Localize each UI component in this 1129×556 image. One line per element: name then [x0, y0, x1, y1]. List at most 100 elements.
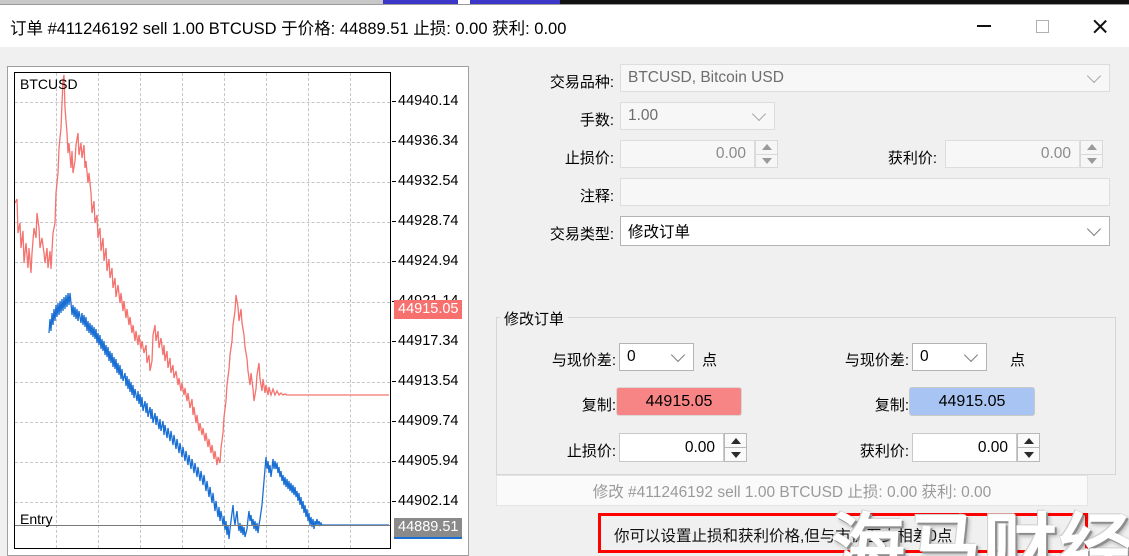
stop-loss-stepper[interactable]: [755, 140, 778, 168]
stop-loss-input[interactable]: 0.00: [620, 140, 755, 168]
points-right-label: 点: [1010, 352, 1026, 369]
ask-line: [15, 74, 389, 466]
price-diff-left-label: 与现价差:: [551, 352, 616, 369]
copy-ask-price-button[interactable]: 44915.05: [616, 387, 742, 416]
caret-down-icon: [730, 451, 741, 458]
group-take-profit-stepper-up[interactable]: [1017, 433, 1040, 447]
price-label: 44909.74: [398, 413, 459, 429]
group-stop-loss-stepper-down[interactable]: [724, 447, 747, 462]
maximize-icon: [1035, 19, 1049, 33]
group-take-profit-label: 获利价:: [859, 443, 909, 460]
group-stop-loss-stepper[interactable]: [724, 433, 747, 462]
caret-down-icon: [1023, 451, 1034, 458]
caret-up-icon: [1023, 437, 1034, 444]
maximize-button[interactable]: [1013, 5, 1071, 47]
caret-down-icon: [761, 157, 772, 164]
symbol-select[interactable]: BTCUSD, Bitcoin USD: [620, 64, 1110, 92]
order-form: 交易品种: BTCUSD, Bitcoin USD 手数: 1.00 止损价: …: [490, 47, 1122, 556]
group-take-profit-stepper-down[interactable]: [1017, 447, 1040, 462]
caret-up-icon: [730, 437, 741, 444]
bid-line: [48, 292, 389, 540]
chevron-down-icon: [751, 106, 767, 122]
price-diff-right-label: 与现价差:: [844, 352, 909, 369]
price-diff-left-value: 0: [627, 348, 636, 365]
price-diff-right-value: 0: [920, 348, 929, 365]
tick-lines: [15, 74, 389, 540]
modify-order-button[interactable]: 修改 #411246192 sell 1.00 BTCUSD 止损: 0.00 …: [496, 475, 1088, 506]
comment-value: [621, 183, 628, 200]
chevron-down-icon: [1086, 68, 1102, 84]
stop-loss-label: 止损价:: [564, 150, 614, 167]
take-profit-stepper-down[interactable]: [1080, 153, 1103, 168]
tick-chart[interactable]: BTCUSD: [14, 72, 391, 549]
price-label: 44932.54: [398, 173, 459, 189]
dialog-body: BTCUSD: [0, 47, 1129, 556]
caret-up-icon: [1086, 144, 1097, 151]
price-diff-right-select[interactable]: 0: [912, 343, 987, 371]
group-stop-loss-input[interactable]: 0.00: [619, 433, 724, 462]
dialog-window: 订单 #411246192 sell 1.00 BTCUSD 于价格: 4488…: [0, 5, 1129, 556]
lots-select[interactable]: 1.00: [620, 102, 775, 130]
chevron-down-icon: [1086, 221, 1102, 237]
background-window-strip: [0, 0, 1129, 6]
copy-bid-price-button[interactable]: 44915.05: [909, 387, 1035, 416]
take-profit-value: 0.00: [1040, 145, 1071, 162]
comment-label: 注释:: [579, 188, 614, 205]
copy-left-label: 复制:: [581, 397, 616, 414]
points-left-label: 点: [702, 352, 718, 369]
group-take-profit-value: 0.00: [977, 438, 1008, 456]
lots-label: 手数:: [579, 112, 614, 129]
chevron-down-icon: [963, 347, 979, 363]
comment-input[interactable]: [620, 178, 1110, 206]
price-label: 44928.74: [398, 213, 459, 229]
minimize-icon: [977, 25, 991, 27]
price-label: 44924.94: [398, 253, 459, 269]
stop-loss-stepper-up[interactable]: [755, 140, 778, 154]
caret-down-icon: [1086, 157, 1097, 164]
close-icon: [1092, 18, 1109, 35]
take-profit-label: 获利价:: [887, 150, 937, 167]
symbol-value: BTCUSD, Bitcoin USD: [628, 69, 784, 86]
price-diff-left-select[interactable]: 0: [619, 343, 694, 371]
price-label: 44913.54: [398, 373, 459, 389]
window-title: 订单 #411246192 sell 1.00 BTCUSD 于价格: 4488…: [10, 20, 567, 38]
lots-value: 1.00: [628, 107, 659, 124]
chart-symbol-label: BTCUSD: [20, 76, 78, 92]
copy-right-label: 复制:: [874, 397, 909, 414]
stop-loss-value: 0.00: [715, 145, 746, 162]
symbol-label: 交易品种:: [549, 74, 614, 91]
current-bid-price-tag: 44889.51: [394, 518, 463, 539]
window-controls: [955, 5, 1129, 47]
order-type-select[interactable]: 修改订单: [620, 216, 1110, 246]
order-type-value: 修改订单: [628, 224, 691, 241]
take-profit-stepper[interactable]: [1080, 140, 1103, 168]
price-label: 44902.14: [398, 493, 459, 509]
stop-loss-stepper-down[interactable]: [755, 153, 778, 168]
minimize-button[interactable]: [955, 5, 1013, 47]
chevron-down-icon: [670, 347, 686, 363]
entry-price-line: [15, 525, 390, 526]
current-ask-price-tag: 44915.05: [394, 300, 463, 319]
group-stop-loss-stepper-up[interactable]: [724, 433, 747, 447]
group-stop-loss-label: 止损价:: [566, 443, 616, 460]
price-label: 44905.94: [398, 453, 459, 469]
modify-order-group-title: 修改订单: [500, 308, 569, 329]
group-stop-loss-value: 0.00: [684, 438, 715, 456]
hint-text: 你可以设置止损和获利价格,但与市价至少相差0点: [614, 528, 953, 545]
group-take-profit-stepper[interactable]: [1017, 433, 1040, 462]
order-type-label: 交易类型:: [549, 226, 614, 243]
price-label: 44936.34: [398, 133, 459, 149]
take-profit-input[interactable]: 0.00: [945, 140, 1080, 168]
caret-up-icon: [761, 144, 772, 151]
take-profit-stepper-up[interactable]: [1080, 140, 1103, 154]
price-scale[interactable]: 44940.14 44936.34 44932.54 44928.74 4492…: [392, 72, 463, 549]
group-take-profit-input[interactable]: 0.00: [912, 433, 1017, 462]
tick-chart-panel: BTCUSD: [7, 66, 469, 556]
price-label: 44917.34: [398, 333, 459, 349]
modify-order-groupbox: [496, 317, 1116, 475]
close-button[interactable]: [1071, 5, 1129, 47]
entry-label: Entry: [20, 511, 53, 527]
title-bar: 订单 #411246192 sell 1.00 BTCUSD 于价格: 4488…: [0, 5, 1129, 47]
price-label: 44940.14: [398, 93, 459, 109]
